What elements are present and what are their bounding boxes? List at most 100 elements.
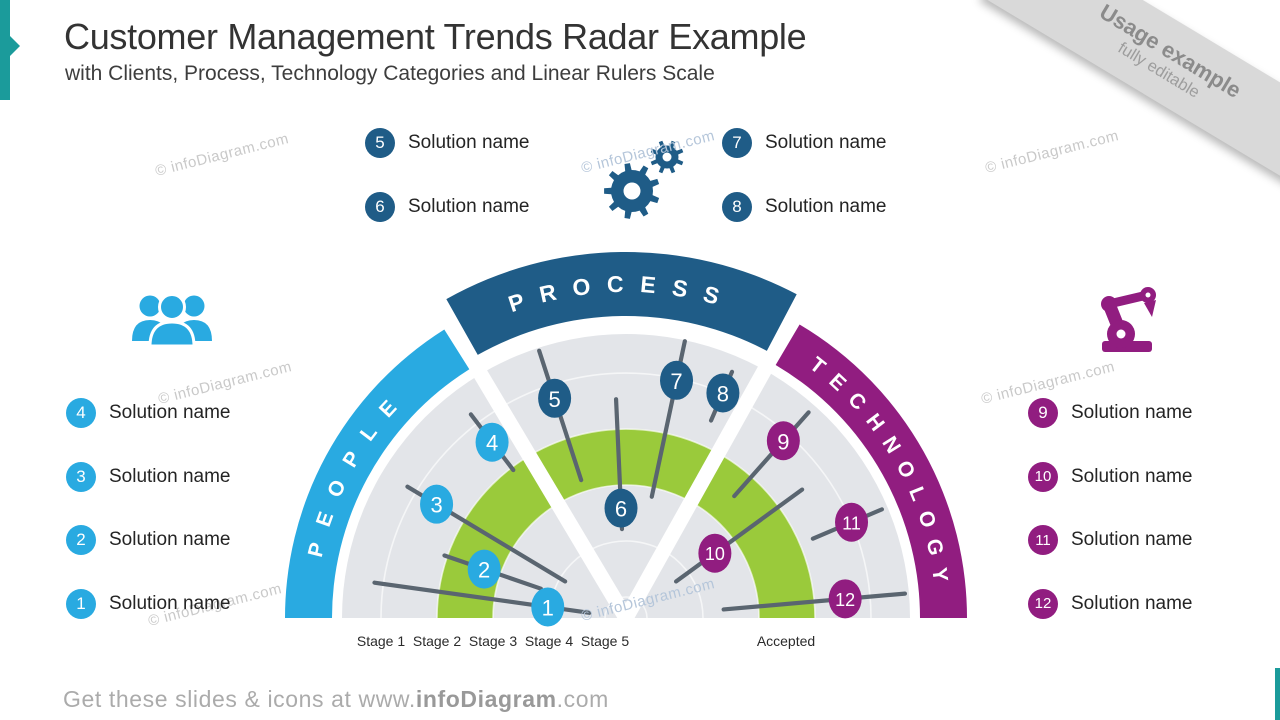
legend-label: Solution name — [109, 592, 231, 614]
legend-technology: 9 Solution name 10 Solution name 11 Solution … — [1028, 398, 1192, 619]
sector-gap — [465, 356, 633, 618]
legend-item: 2 Solution name — [66, 525, 230, 555]
legend-number-badge: 2 — [66, 525, 96, 555]
legend-label: Solution name — [408, 195, 530, 217]
page-title: Customer Management Trends Radar Example — [64, 16, 807, 57]
radar-marker-number: 5 — [548, 387, 560, 412]
radar-marker — [604, 488, 638, 528]
person-head — [183, 295, 205, 317]
ring-circle — [548, 540, 704, 618]
radar-marker-number: 1 — [542, 596, 554, 621]
radar-marker-number: 6 — [615, 497, 627, 522]
legend-item: 8 Solution name — [722, 191, 887, 222]
scale-label: Accepted — [756, 633, 816, 649]
teal-accent-bar — [0, 0, 10, 100]
scale-label: Stage 5 — [580, 633, 630, 649]
radar-marker-number: 9 — [777, 429, 789, 454]
radar-marker-number: 4 — [486, 431, 498, 456]
footer-prefix: Get these slides & icons at www. — [63, 686, 416, 712]
legend-item: 3 Solution name — [66, 461, 231, 492]
radar-base — [342, 334, 910, 618]
ring-circle — [492, 484, 760, 618]
ring-circle — [604, 596, 648, 618]
radar-marker — [538, 378, 572, 418]
legend-item: 1 Solution name — [66, 588, 231, 619]
band-technology — [775, 324, 967, 618]
scale-label: Stage 2 — [412, 633, 462, 649]
robot-arm-icon — [1101, 287, 1156, 352]
robot-head-hole — [1145, 292, 1151, 298]
legend-number-badge: 10 — [1028, 461, 1058, 492]
legend-item: 10 Solution name — [1028, 461, 1193, 492]
radar-marker — [698, 533, 732, 573]
radar-marker — [475, 422, 509, 462]
legend-process-right: 7 Solution name 8 Solution name — [722, 128, 886, 222]
legend-item: 6 Solution name — [365, 191, 530, 222]
gears-icon — [604, 140, 684, 219]
person-head — [158, 293, 186, 321]
legend-item: 11 Solution name — [1028, 525, 1192, 555]
legend-process-left: 5 Solution name 6 Solution name — [365, 128, 529, 222]
accepted-green-band — [437, 429, 815, 618]
category-icons — [132, 140, 1156, 352]
radar-marker — [835, 502, 869, 542]
legend-label: Solution name — [109, 402, 231, 423]
footer-suffix: .com — [556, 686, 609, 712]
ring-circle — [380, 372, 872, 618]
radar-needle — [673, 487, 805, 584]
radar-marker — [828, 579, 862, 619]
legend-item: 5 Solution name — [365, 128, 529, 158]
radar-marker-number: 7 — [670, 369, 682, 394]
radar-needle — [721, 591, 908, 612]
legend-label: Solution name — [1071, 465, 1193, 487]
legend-number-badge: 3 — [66, 461, 96, 492]
ring-circle — [436, 428, 816, 618]
legend-people: 4 Solution name 3 Solution name 2 Solution na… — [66, 398, 230, 619]
person-head — [139, 295, 161, 317]
legend-label: Solution name — [109, 529, 231, 550]
radar-marker-number: 12 — [835, 590, 855, 610]
radar-marker — [420, 484, 454, 524]
legend-number-badge: 1 — [66, 588, 96, 619]
legend-label: Solution name — [408, 132, 530, 153]
radar-needle — [732, 410, 811, 499]
legend-item: 4 Solution name — [66, 398, 230, 428]
radar-marker-number: 8 — [717, 381, 729, 406]
legend-label: Solution name — [765, 195, 887, 217]
radar-marker — [706, 373, 740, 413]
radar-marker-number: 10 — [705, 544, 725, 564]
legend-number-badge: 8 — [722, 191, 752, 222]
legend-label: Solution name — [109, 465, 231, 487]
legend-label: Solution name — [1071, 592, 1193, 614]
teal-corner-bar — [1275, 668, 1280, 720]
radar-marker-number: 2 — [478, 558, 490, 583]
legend-label: Solution name — [1071, 402, 1193, 423]
legend-number-badge: 5 — [365, 128, 395, 158]
robot-joint-hole — [1116, 329, 1126, 339]
legend-item: 12 Solution name — [1028, 588, 1193, 619]
scale-label: Stage 4 — [524, 633, 574, 649]
footer: Get these slides & icons at www.infoDiag… — [63, 686, 609, 713]
radar-marker-number: 11 — [842, 513, 861, 533]
robot-upper-arm — [1104, 291, 1148, 309]
band-people — [285, 329, 470, 618]
page-subtitle: with Clients, Process, Technology Catego… — [65, 62, 715, 85]
legend-number-badge: 11 — [1028, 525, 1058, 555]
teal-accent-arrow-icon — [10, 36, 20, 56]
legend-number-badge: 4 — [66, 398, 96, 428]
gear-small-hole — [662, 152, 672, 162]
people-icon — [132, 293, 212, 348]
legend-number-badge: 6 — [365, 191, 395, 222]
legend-number-badge: 12 — [1028, 588, 1058, 619]
radar-marker-number: 3 — [430, 493, 442, 518]
radar-marker — [660, 360, 694, 400]
gear-large-hole — [623, 182, 641, 200]
legend-item: 9 Solution name — [1028, 398, 1192, 428]
sector-gap — [619, 352, 779, 618]
robot-gripper — [1144, 300, 1156, 317]
legend-number-badge: 9 — [1028, 398, 1058, 428]
radar-marker — [531, 587, 565, 627]
